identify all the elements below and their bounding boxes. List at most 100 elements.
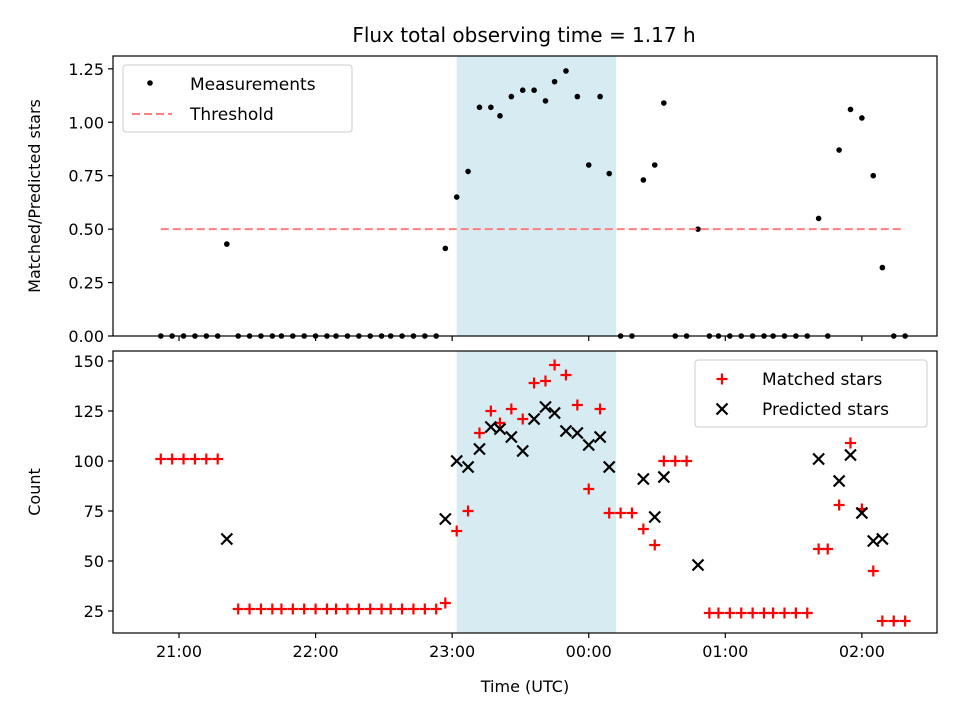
shaded-interval-bottom — [456, 351, 617, 633]
data-point — [519, 87, 526, 93]
data-point — [712, 607, 724, 619]
y-tick-label: 25 — [84, 602, 104, 621]
data-point — [876, 615, 888, 627]
data-point — [836, 147, 842, 153]
data-point — [695, 226, 701, 232]
x-tick-label: 22:00 — [293, 642, 339, 661]
data-point — [531, 87, 537, 93]
data-point — [597, 93, 603, 100]
data-point — [310, 603, 322, 615]
data-point — [603, 507, 615, 519]
data-point — [615, 507, 627, 519]
data-point — [539, 375, 551, 387]
data-point — [832, 474, 846, 488]
legend-top: Measurements Threshold — [122, 64, 353, 133]
data-point — [651, 162, 658, 168]
data-point — [649, 539, 661, 551]
x-tick-label: 21:00 — [156, 642, 202, 661]
data-point — [859, 115, 865, 121]
legend-entry: Measurements — [147, 75, 316, 95]
data-point — [407, 603, 419, 615]
data-point — [801, 607, 813, 619]
data-point — [845, 437, 857, 449]
y-tick-label: 1.00 — [68, 113, 104, 132]
data-point — [542, 98, 549, 104]
data-point — [255, 603, 267, 615]
data-point — [767, 607, 779, 619]
data-point — [493, 422, 507, 436]
data-point — [661, 100, 667, 106]
data-point — [396, 603, 408, 615]
data-point — [450, 454, 463, 468]
data-point — [462, 505, 474, 517]
axes-frame-bottom — [112, 350, 938, 634]
data-point — [484, 420, 498, 434]
data-point — [178, 453, 190, 465]
data-point — [602, 460, 616, 474]
data-point — [669, 455, 681, 467]
legend-bottom: Matched stars Predicted stars — [694, 359, 928, 428]
data-point — [485, 405, 497, 417]
data-point — [747, 607, 759, 619]
data-point — [648, 510, 662, 524]
y-axis-label: Matched/Predicted stars — [25, 99, 44, 293]
data-point — [866, 534, 880, 548]
data-point — [585, 162, 592, 168]
x-tick-label: 23:00 — [429, 642, 475, 661]
data-point — [200, 453, 212, 465]
x-tick-label: 01:00 — [702, 642, 748, 661]
data-point — [548, 406, 561, 420]
data-point — [508, 93, 515, 100]
data-point — [594, 403, 606, 415]
legend-label: Predicted stars — [762, 400, 889, 420]
data-point — [637, 523, 649, 535]
data-point — [527, 412, 541, 426]
y-tick-label: 0.50 — [68, 220, 104, 239]
data-point — [419, 603, 431, 615]
y-tick-label: 100 — [73, 452, 104, 471]
chart-title: Flux total observing time = 1.17 h — [352, 23, 695, 47]
data-point — [822, 543, 834, 555]
data-point — [497, 113, 503, 119]
y-axis-label: Count — [25, 468, 44, 516]
legend-entry: Threshold — [132, 105, 274, 125]
data-point — [812, 452, 825, 466]
data-point — [582, 438, 596, 452]
legend-entry: Matched stars — [716, 370, 882, 390]
data-point — [847, 106, 854, 113]
data-point — [593, 430, 607, 444]
data-point — [551, 78, 558, 85]
x-axis-label: Time (UTC) — [480, 677, 569, 696]
data-point — [583, 483, 595, 495]
data-point — [473, 427, 485, 439]
series-bottom-1 — [220, 400, 889, 572]
data-point — [637, 472, 650, 486]
data-point — [574, 93, 581, 100]
y-tick-label: 1.25 — [68, 60, 104, 79]
data-point — [330, 603, 342, 615]
data-point — [778, 607, 790, 619]
data-point — [385, 603, 397, 615]
data-point — [244, 603, 256, 615]
data-point — [505, 403, 517, 415]
data-point — [879, 264, 886, 271]
data-point — [606, 170, 613, 177]
series-bottom-0 — [155, 359, 911, 627]
data-point — [430, 603, 442, 615]
data-point — [571, 426, 584, 440]
data-point — [516, 444, 530, 458]
data-point — [453, 194, 460, 200]
legend-label: Matched stars — [762, 370, 882, 390]
data-point — [815, 215, 822, 222]
panel-bottom: 25 50 75 100 125 150 21:00 22:00 23:00 00:00 01:00… — [25, 350, 938, 696]
data-point — [353, 603, 365, 615]
data-point — [232, 603, 244, 615]
legend-label: Measurements — [190, 75, 316, 95]
panel-top: 0.00 0.25 0.50 0.75 1.00 1.25 Matched/Predicte… — [25, 55, 938, 346]
data-point — [640, 177, 647, 183]
data-point — [451, 525, 463, 537]
data-point — [439, 512, 452, 526]
data-point — [341, 603, 353, 615]
y-tick-label: 0.75 — [68, 167, 104, 186]
y-tick-label: 0.00 — [68, 327, 104, 346]
